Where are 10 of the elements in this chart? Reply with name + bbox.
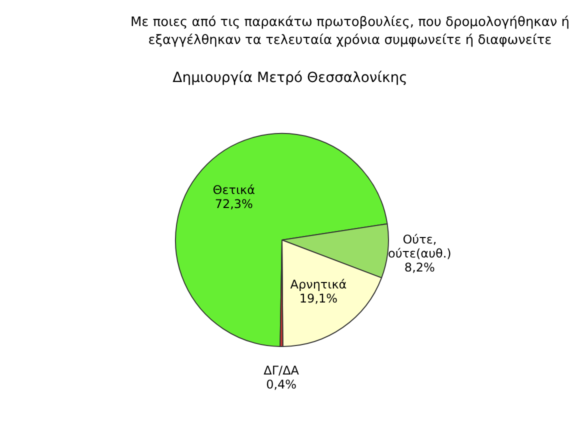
slice-label: Αρνητικά (290, 278, 347, 292)
slice-label: ΔΓ/ΔΑ (264, 364, 300, 378)
data-label: 0,4% (266, 378, 297, 392)
chart-subtitle: Δημιουργία Μετρό Θεσσαλονίκης (172, 70, 408, 86)
data-label: 72,3% (214, 197, 253, 212)
slice-label: Θετικά (212, 183, 256, 198)
data-label: 19,1% (299, 292, 338, 306)
slice-label: Ούτε, ούτε(αυθ.) (388, 232, 452, 261)
chart-title: Με ποιες από τις παρακάτω πρωτοβουλίες, που δρομολογήθηκαν ή εξαγγέλθηκαν τα τελευταία χρόνια συμφωνείτε ή διαφωνείτε (129, 14, 571, 50)
data-label: 8,2% (404, 260, 435, 275)
